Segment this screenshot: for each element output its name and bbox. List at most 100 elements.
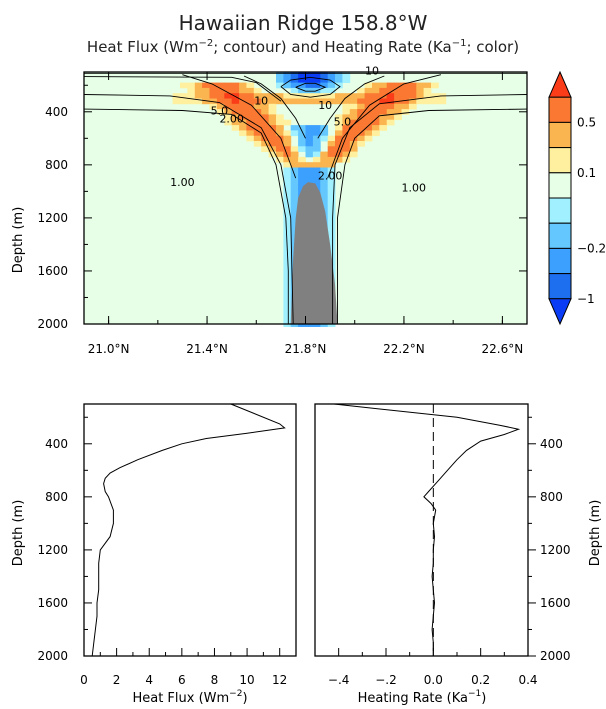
heatmap-cell — [298, 167, 306, 174]
heatmap-cell — [216, 98, 225, 105]
heatmap-cell — [290, 130, 299, 137]
heatmap-cell — [283, 278, 292, 285]
heatmap-cell — [408, 87, 417, 94]
heatmap-cell — [423, 93, 432, 99]
heatmap-cell — [290, 215, 299, 221]
heatmap-cell — [283, 135, 292, 142]
heatmap-cell — [283, 268, 292, 274]
heatmap-cell — [283, 215, 292, 221]
heatmap-cell — [394, 109, 402, 115]
heatmap-cell — [372, 125, 380, 131]
heatmap-cell — [408, 93, 417, 99]
heatmap-cell — [379, 114, 388, 121]
colorbar-label: −0.2 — [577, 241, 606, 255]
heatmap-cell — [431, 93, 439, 99]
heatmap-cell — [386, 98, 395, 105]
heatmap-cell — [386, 103, 395, 110]
heatmap-cell — [327, 87, 336, 94]
heatmap-cell — [349, 146, 358, 152]
heatmap-cell — [312, 167, 321, 174]
heatmap-cell — [305, 125, 314, 131]
contour-1-right — [337, 108, 528, 324]
contour-label: 2.00 — [318, 169, 343, 182]
heatmap-cell — [290, 162, 299, 168]
y-tick-label: 1600 — [540, 596, 571, 610]
heatmap-cell — [320, 87, 329, 94]
heatmap-cell — [216, 93, 225, 99]
heatmap-cell — [312, 135, 321, 142]
heatmap-cell — [209, 82, 218, 89]
x-tick-label: 0.2 — [471, 673, 490, 687]
heatmap-cell — [349, 103, 358, 110]
heatmap-cell — [290, 204, 299, 211]
heatmap-cell — [268, 135, 277, 142]
heatmap-cell — [224, 114, 233, 121]
heatmap-cell — [283, 305, 292, 312]
heatmap-cell — [357, 119, 365, 126]
heatmap-cell — [283, 199, 292, 205]
heatmap-cell — [283, 273, 292, 280]
heatmap-cell — [180, 98, 188, 105]
heatmap-cell — [283, 220, 292, 227]
heatmap-cell — [283, 294, 292, 301]
heatmap-cell — [290, 156, 299, 163]
heatmap-cell — [327, 167, 336, 174]
heatmap-cell — [283, 236, 292, 243]
heatmap-cell — [246, 119, 255, 126]
x-tick-label: −.2 — [375, 673, 397, 687]
figure-subtitle: Heat Flux (Wm−2; contour) and Heating Ra… — [87, 38, 519, 56]
colorbar-swatch — [548, 247, 572, 275]
heatmap-cell — [305, 172, 314, 179]
heatmap-cell — [290, 98, 299, 105]
heatmap-cell — [298, 162, 306, 168]
heatmap-cell — [268, 151, 277, 158]
heatmap-cell — [261, 146, 269, 152]
heatmap-cell — [364, 87, 373, 94]
contour-label: 5.0 — [334, 116, 352, 129]
heatmap-cell — [335, 93, 343, 99]
heatmap-cell — [438, 98, 447, 105]
heatmap-cell — [320, 183, 329, 190]
heatmap-cell — [320, 204, 329, 211]
right-plot-frame — [314, 403, 529, 657]
heatmap-cell — [327, 141, 336, 147]
heatmap-cell — [224, 93, 233, 99]
heatmap-cell — [283, 257, 292, 264]
heatmap-cell — [298, 172, 306, 179]
heatmap-cell — [342, 125, 351, 131]
heatmap-cell — [239, 87, 247, 94]
heatmap-cell — [320, 72, 329, 78]
heatmap-cell — [423, 98, 432, 105]
heatmap-cell — [283, 172, 292, 179]
heatmap-cell — [364, 114, 373, 121]
right-axis-ticks: −.4 −.2 0.0 0.2 0.4 400 800 1200 1600 2000 — [328, 416, 571, 687]
heatmap-cell — [357, 125, 365, 131]
heatmap-cell — [276, 93, 284, 99]
heatmap-cell — [312, 172, 321, 179]
heatmap-cell — [283, 146, 292, 152]
heat-flux-line — [91, 403, 286, 657]
contour-2-left — [83, 94, 294, 325]
heatmap-cell — [312, 130, 321, 137]
heatmap-cell — [372, 82, 380, 89]
heatmap-cell — [335, 119, 343, 126]
y-tick-label: 1600 — [37, 264, 68, 278]
heatmap-cell — [320, 93, 329, 99]
heatmap-cell — [342, 119, 351, 126]
heatmap-cell — [246, 87, 255, 94]
heatmap-cell — [408, 98, 417, 105]
heatmap-cell — [283, 141, 292, 147]
heatmap-cell — [187, 82, 196, 89]
heatmap-cell — [342, 151, 351, 158]
heatmap-cell — [320, 77, 329, 83]
x-tick-label: 0.0 — [424, 673, 443, 687]
heatmap-cell — [386, 109, 395, 115]
heatmap-cell — [239, 82, 247, 89]
heatmap-cell — [312, 156, 321, 163]
heatmap-cell — [268, 114, 277, 121]
heatmap-cell — [357, 135, 365, 142]
heatmap-cell — [335, 125, 343, 131]
heatmap-cell — [335, 146, 343, 152]
heatmap-cell — [335, 135, 343, 142]
heatmap-cell — [401, 103, 410, 110]
